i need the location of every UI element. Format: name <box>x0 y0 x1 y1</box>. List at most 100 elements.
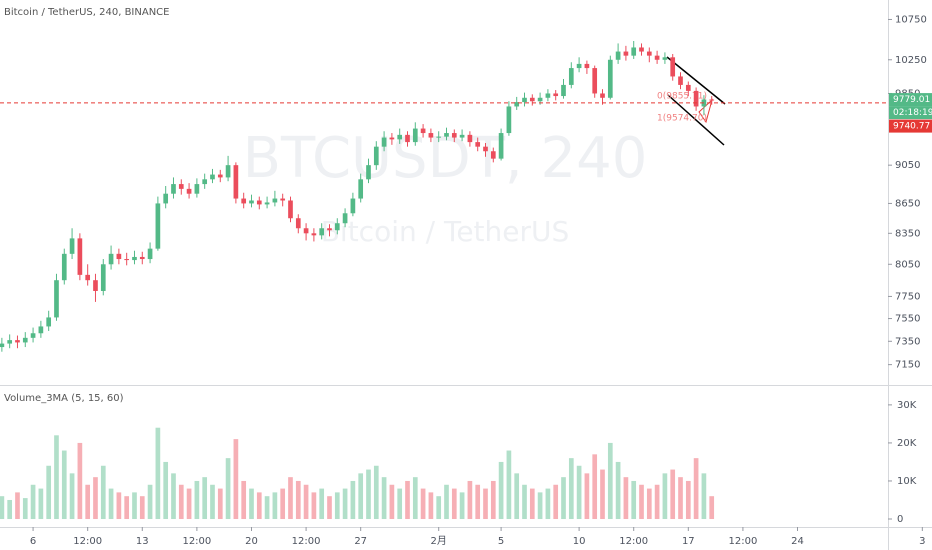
candle-body <box>319 228 325 236</box>
candle-body <box>272 198 278 203</box>
volume-bar <box>264 496 270 520</box>
volume-bar <box>7 499 13 520</box>
x-tick-label: 24 <box>791 536 804 547</box>
volume-bar <box>576 465 582 520</box>
volume-bar <box>693 458 699 520</box>
candle-body <box>124 259 130 261</box>
volume-bar <box>475 484 481 520</box>
candle-body <box>600 93 605 98</box>
candle-body <box>69 238 75 254</box>
alert-price-label: 9740.77 <box>893 122 930 132</box>
candle-body <box>584 63 590 69</box>
candle-body <box>217 174 223 178</box>
candle-body <box>670 57 676 77</box>
candle-body <box>467 134 473 143</box>
volume-bar <box>116 492 122 520</box>
y-tick-label: 20K <box>897 438 917 449</box>
volume-bar <box>545 488 551 520</box>
fib-level: 0(9855.71) <box>657 92 707 102</box>
candle-body <box>646 51 652 56</box>
volume-bar <box>124 496 130 520</box>
volume-bar <box>623 477 629 520</box>
volume-bar <box>444 484 449 520</box>
volume-bar <box>537 492 543 520</box>
candle-body <box>147 248 153 260</box>
volume-bar <box>568 458 574 520</box>
volume-bar <box>631 480 637 520</box>
volume-bar <box>327 496 332 520</box>
countdown-label: 02:18:19 <box>893 108 932 118</box>
candle-body <box>38 326 44 334</box>
candle-body <box>373 146 379 166</box>
y-tick-label: 10750 <box>895 14 927 25</box>
candle-body <box>529 97 535 102</box>
volume-bar <box>93 477 98 520</box>
y-tick-label: 10250 <box>895 55 927 66</box>
volume-bar <box>319 488 325 520</box>
volume-bar <box>436 496 442 520</box>
candle-body <box>178 184 184 189</box>
y-tick-label: 9050 <box>895 160 920 171</box>
candle-body <box>506 106 512 134</box>
candle-body <box>709 99 715 101</box>
candle-body <box>264 202 270 205</box>
x-tick-label: 12:00 <box>728 536 757 547</box>
y-tick-label: 7750 <box>895 291 920 302</box>
volume-bar <box>217 488 223 520</box>
candle-body <box>451 133 457 138</box>
candle-body <box>210 174 215 180</box>
volume-bar <box>600 469 605 520</box>
candle-body <box>483 146 488 152</box>
candle-body <box>77 238 83 275</box>
candle-body <box>61 253 67 281</box>
volume-bar <box>529 488 535 520</box>
x-tick-label: 13 <box>136 536 149 547</box>
candle-body <box>490 151 496 159</box>
x-tick-label: 6 <box>30 536 36 547</box>
y-tick-label: 8350 <box>895 228 920 239</box>
volume-bar <box>420 488 426 520</box>
candle-body <box>592 68 598 94</box>
x-tick-label: 10 <box>573 536 586 547</box>
candle-body <box>420 128 426 134</box>
candle-body <box>475 142 481 147</box>
volume-bar <box>171 473 176 520</box>
candle-body <box>100 264 106 291</box>
volume-bar <box>132 492 137 520</box>
x-tick-label: 12:00 <box>292 536 321 547</box>
candle-body <box>256 200 262 205</box>
candle-body <box>514 102 520 107</box>
volume-bar <box>202 477 208 520</box>
candle-body <box>327 228 332 231</box>
volume-bar <box>514 473 520 520</box>
volume-bar <box>100 465 106 520</box>
fib-level: 1(9574.70) <box>657 114 707 124</box>
volume-bar <box>194 480 200 520</box>
x-tick-label: 2月 <box>431 535 447 547</box>
candle-body <box>163 193 169 204</box>
volume-bar <box>451 488 457 520</box>
volume-bar <box>155 427 161 520</box>
candle-body <box>654 55 660 60</box>
volume-bar <box>561 477 566 520</box>
candle-body <box>132 256 137 261</box>
candle-body <box>171 184 176 194</box>
candle-body <box>15 340 20 343</box>
x-tick-label: 20 <box>245 536 258 547</box>
candle-body <box>397 134 403 140</box>
y-tick-label: 7550 <box>895 314 920 325</box>
candle-body <box>381 137 387 147</box>
candle-body <box>444 133 449 137</box>
candle-body <box>93 280 98 291</box>
channel-drawing <box>666 56 726 146</box>
candle-body <box>0 343 5 348</box>
candle-body <box>389 137 395 140</box>
candle-body <box>522 97 527 103</box>
candle-body <box>412 128 418 143</box>
candle-body <box>54 280 59 318</box>
y-tick-label: 8650 <box>895 198 920 209</box>
volume-bar <box>30 484 36 520</box>
volume-bar <box>412 477 418 520</box>
candle-body <box>545 93 551 98</box>
y-tick-label: 0 <box>897 514 903 525</box>
